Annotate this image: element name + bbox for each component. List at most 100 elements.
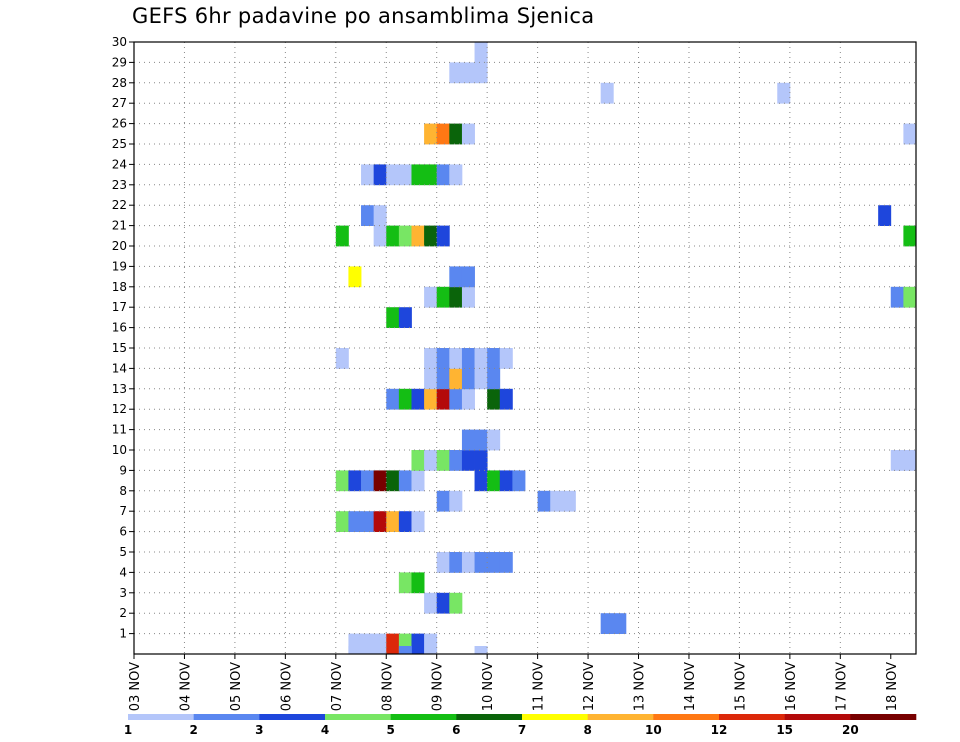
x-tick-label: 07 NOV (330, 662, 345, 711)
heatmap-cell (373, 164, 387, 186)
heatmap-cell (348, 646, 362, 654)
legend-swatch (784, 714, 851, 720)
heatmap-cell (449, 266, 463, 288)
y-tick-label: 14 (112, 361, 127, 375)
heatmap-cell (461, 450, 475, 471)
y-tick-label: 22 (112, 198, 127, 212)
x-tick-label: 03 NOV (128, 662, 143, 711)
heatmap-cell (424, 225, 438, 247)
heatmap-cell (613, 613, 627, 634)
heatmap-cell (903, 225, 917, 247)
x-tick-label: 18 NOV (885, 662, 900, 711)
heatmap-cell (461, 388, 475, 410)
x-tick-label: 09 NOV (431, 662, 446, 711)
heatmap-cell (424, 633, 438, 655)
heatmap-cell (449, 388, 463, 410)
y-tick-label: 16 (112, 321, 127, 335)
y-tick-label: 30 (112, 35, 127, 49)
heatmap-cell (348, 266, 362, 288)
heatmap-cell (436, 164, 450, 186)
x-tick-label: 12 NOV (582, 662, 597, 711)
heatmap-cell (600, 613, 614, 634)
heatmap-cell (398, 470, 412, 492)
heatmap-cell (474, 42, 488, 63)
heatmap-cell (449, 490, 463, 512)
heatmap-cell (373, 470, 387, 492)
heatmap-cell (461, 368, 475, 390)
legend-swatch (193, 714, 260, 720)
heatmap-cell (424, 368, 438, 390)
y-tick-label: 26 (112, 117, 127, 131)
heatmap-cell (487, 368, 501, 390)
y-tick-label: 17 (112, 300, 127, 314)
heatmap-cell (474, 348, 488, 369)
heatmap-cell (449, 450, 463, 471)
cells-layer (335, 42, 917, 655)
heatmap-cell (487, 388, 501, 410)
heatmap-cell (474, 429, 488, 451)
y-tick-label: 13 (112, 382, 127, 396)
y-tick-label: 9 (119, 463, 127, 477)
y-tick-label: 15 (112, 341, 127, 355)
y-tick-label: 21 (112, 219, 127, 233)
y-tick-label: 24 (112, 157, 127, 171)
heatmap-cell (487, 552, 501, 573)
legend-swatch (522, 714, 588, 720)
heatmap-cell (903, 450, 917, 471)
heatmap-cell (386, 164, 400, 186)
heatmap-cell (449, 348, 463, 369)
legend-swatch (719, 714, 785, 720)
heatmap-cell (474, 552, 488, 573)
heatmap-cell (411, 511, 425, 532)
heatmap-cell (436, 286, 450, 308)
heatmap-cell (386, 470, 400, 492)
x-tick-label: 05 NOV (229, 662, 244, 711)
heatmap-cell (424, 348, 438, 369)
legend-label: 5 (386, 723, 394, 737)
y-tick-label: 23 (112, 178, 127, 192)
legend-label: 20 (842, 723, 859, 737)
heatmap-cell (487, 470, 501, 492)
heatmap-cell (361, 470, 375, 492)
heatmap-cell (424, 286, 438, 308)
heatmap-cell (424, 592, 438, 614)
heatmap-cell (600, 82, 614, 104)
heatmap-cell (449, 286, 463, 308)
x-axis: 03 NOV 04 NOV 05 NOV 06 NOV 07 NOV 08 NOV 09 N… (128, 654, 900, 711)
legend-label: 3 (255, 723, 263, 737)
legend-swatch (390, 714, 457, 720)
y-tick-label: 11 (112, 423, 127, 437)
heatmap-cell (461, 348, 475, 369)
heatmap-cell (398, 646, 412, 654)
heatmap-cell (436, 490, 450, 512)
heatmap-cell (461, 266, 475, 288)
heatmap-cell (424, 450, 438, 471)
heatmap-cell (386, 307, 400, 328)
heatmap-cell (348, 511, 362, 532)
x-tick-label: 13 NOV (633, 662, 648, 711)
heatmap-cell (411, 164, 425, 186)
x-tick-label: 17 NOV (834, 662, 849, 711)
legend-label: 6 (452, 723, 460, 737)
y-tick-label: 1 (119, 627, 127, 641)
heatmap-cell (424, 164, 438, 186)
heatmap-cell (461, 286, 475, 308)
heatmap-cell (361, 205, 375, 226)
heatmap-cell (361, 511, 375, 532)
heatmap-cell (424, 388, 438, 410)
legend-swatch (653, 714, 720, 720)
y-tick-label: 18 (112, 280, 127, 294)
heatmap-cell (474, 368, 488, 390)
heatmap-cell (449, 123, 463, 145)
legend-label: 10 (645, 723, 662, 737)
heatmap-cell (461, 123, 475, 145)
legend-label: 4 (321, 723, 329, 737)
legend-label: 8 (583, 723, 591, 737)
heatmap-cell (398, 511, 412, 532)
y-tick-label: 5 (119, 545, 127, 559)
y-tick-label: 25 (112, 137, 127, 151)
y-tick-label: 3 (119, 586, 127, 600)
heatmap-cell (361, 164, 375, 186)
heatmap-cell (777, 82, 791, 104)
